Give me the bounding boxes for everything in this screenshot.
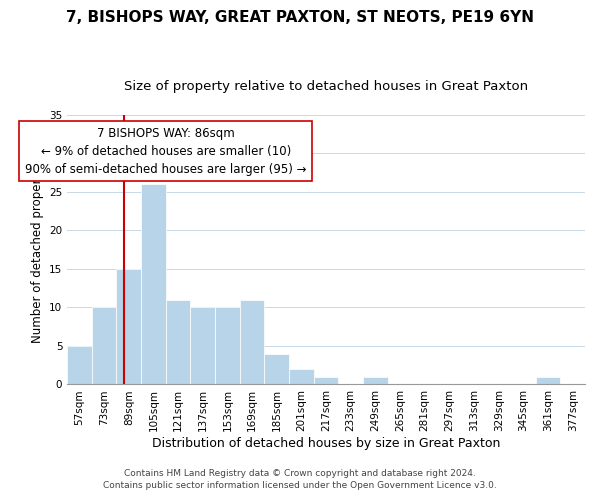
Text: 7, BISHOPS WAY, GREAT PAXTON, ST NEOTS, PE19 6YN: 7, BISHOPS WAY, GREAT PAXTON, ST NEOTS, … xyxy=(66,10,534,25)
Bar xyxy=(166,300,190,384)
Y-axis label: Number of detached properties: Number of detached properties xyxy=(31,156,44,342)
Bar xyxy=(190,308,215,384)
Bar xyxy=(536,377,560,384)
Bar xyxy=(116,269,141,384)
X-axis label: Distribution of detached houses by size in Great Paxton: Distribution of detached houses by size … xyxy=(152,437,500,450)
Bar xyxy=(92,308,116,384)
Bar xyxy=(289,369,314,384)
Bar xyxy=(363,377,388,384)
Bar xyxy=(141,184,166,384)
Bar xyxy=(240,300,265,384)
Text: Contains HM Land Registry data © Crown copyright and database right 2024.
Contai: Contains HM Land Registry data © Crown c… xyxy=(103,468,497,490)
Bar xyxy=(67,346,92,385)
Bar xyxy=(265,354,289,384)
Bar xyxy=(215,308,240,384)
Text: 7 BISHOPS WAY: 86sqm
← 9% of detached houses are smaller (10)
90% of semi-detach: 7 BISHOPS WAY: 86sqm ← 9% of detached ho… xyxy=(25,126,307,176)
Title: Size of property relative to detached houses in Great Paxton: Size of property relative to detached ho… xyxy=(124,80,528,93)
Bar xyxy=(314,377,338,384)
